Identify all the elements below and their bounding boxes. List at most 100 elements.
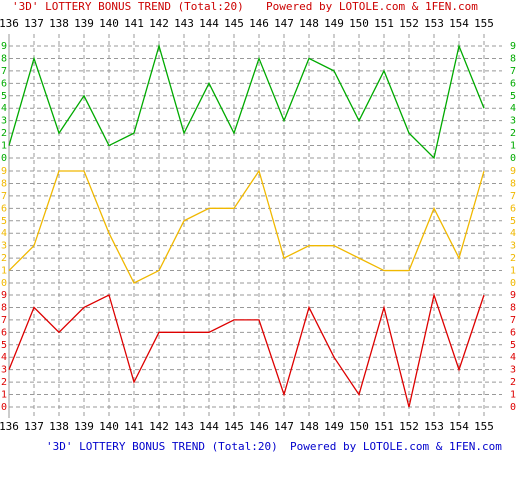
- y-tick-label: 5: [510, 216, 516, 227]
- y-tick-label: 5: [510, 340, 516, 351]
- x-tick-label: 136: [0, 17, 19, 30]
- y-tick-label: 3: [510, 365, 516, 376]
- y-tick-label: 5: [1, 340, 7, 351]
- y-tick-label: 1: [1, 390, 7, 401]
- x-tick-label: 139: [74, 420, 94, 433]
- y-tick-label: 1: [510, 141, 516, 152]
- y-tick-label: 2: [1, 128, 7, 139]
- y-tick-label: 9: [1, 290, 7, 301]
- x-tick-label: 153: [424, 17, 444, 30]
- y-tick-label: 5: [510, 91, 516, 102]
- y-tick-label: 6: [1, 203, 7, 214]
- y-tick-label: 9: [510, 41, 516, 52]
- x-tick-label: 150: [349, 420, 369, 433]
- trend-line: [8, 292, 485, 408]
- y-tick-label: 5: [1, 91, 7, 102]
- y-tick-label: 2: [510, 377, 516, 388]
- y-tick-label: 2: [1, 377, 7, 388]
- chart-subtitle: Powered by LOTOLE.com & 1FEN.com: [290, 440, 502, 453]
- y-tick-label: 2: [510, 128, 516, 139]
- y-tick-label: 7: [510, 191, 516, 202]
- x-tick-label: 152: [399, 420, 419, 433]
- x-tick-label: 153: [424, 420, 444, 433]
- x-tick-label: 140: [99, 420, 119, 433]
- y-tick-label: 4: [1, 352, 7, 363]
- x-tick-label: 144: [199, 17, 219, 30]
- x-tick-label: 151: [374, 17, 394, 30]
- y-tick-label: 9: [1, 41, 7, 52]
- x-tick-label: 138: [49, 420, 69, 433]
- x-tick-label: 150: [349, 17, 369, 30]
- x-tick-label: 155: [474, 420, 494, 433]
- y-tick-label: 7: [1, 191, 7, 202]
- x-tick-label: 154: [449, 420, 469, 433]
- x-tick-label: 140: [99, 17, 119, 30]
- y-tick-label: 8: [510, 302, 516, 313]
- x-tick-label: 142: [149, 420, 169, 433]
- y-tick-label: 0: [1, 402, 7, 413]
- x-tick-label: 144: [199, 420, 219, 433]
- x-tick-label: 139: [74, 17, 94, 30]
- x-tick-label: 146: [249, 17, 269, 30]
- x-tick-label: 145: [224, 17, 244, 30]
- y-tick-label: 3: [1, 241, 7, 252]
- y-tick-label: 4: [1, 228, 7, 239]
- y-tick-label: 0: [510, 278, 516, 289]
- y-tick-label: 9: [510, 290, 516, 301]
- x-tick-label: 151: [374, 420, 394, 433]
- x-tick-label: 147: [274, 420, 294, 433]
- y-tick-label: 3: [1, 365, 7, 376]
- y-tick-label: 7: [510, 315, 516, 326]
- y-tick-label: 1: [1, 266, 7, 277]
- y-tick-label: 0: [510, 402, 516, 413]
- y-tick-label: 9: [510, 166, 516, 177]
- x-tick-label: 138: [49, 17, 69, 30]
- y-tick-label: 6: [510, 203, 516, 214]
- x-tick-label: 148: [299, 420, 319, 433]
- y-tick-label: 7: [510, 66, 516, 77]
- x-tick-label: 142: [149, 17, 169, 30]
- trend-line: [8, 43, 485, 160]
- y-tick-label: 0: [510, 153, 516, 164]
- x-tick-label: 154: [449, 17, 469, 30]
- y-tick-label: 6: [510, 78, 516, 89]
- y-tick-label: 6: [1, 78, 7, 89]
- x-tick-label: 137: [24, 17, 44, 30]
- y-tick-label: 8: [1, 178, 7, 189]
- x-tick-label: 136: [0, 420, 19, 433]
- y-tick-label: 8: [510, 53, 516, 64]
- y-tick-label: 4: [510, 352, 516, 363]
- x-tick-label: 143: [174, 17, 194, 30]
- y-tick-label: 4: [510, 228, 516, 239]
- y-tick-label: 8: [1, 302, 7, 313]
- y-tick-label: 3: [510, 241, 516, 252]
- x-tick-label: 145: [224, 420, 244, 433]
- x-tick-label: 149: [324, 420, 344, 433]
- y-tick-label: 4: [510, 103, 516, 114]
- y-tick-label: 6: [1, 327, 7, 338]
- y-tick-label: 7: [1, 315, 7, 326]
- x-tick-label: 147: [274, 17, 294, 30]
- y-tick-label: 6: [510, 327, 516, 338]
- y-tick-label: 8: [510, 178, 516, 189]
- trend-line: [8, 169, 485, 284]
- x-tick-label: 143: [174, 420, 194, 433]
- x-tick-label: 155: [474, 17, 494, 30]
- y-tick-label: 1: [1, 141, 7, 152]
- y-tick-label: 2: [1, 253, 7, 264]
- y-tick-label: 2: [510, 253, 516, 264]
- x-tick-label: 141: [124, 17, 144, 30]
- x-tick-label: 137: [24, 420, 44, 433]
- y-tick-label: 4: [1, 103, 7, 114]
- x-tick-label: 148: [299, 17, 319, 30]
- y-tick-label: 1: [510, 390, 516, 401]
- x-tick-label: 152: [399, 17, 419, 30]
- y-tick-label: 3: [1, 116, 7, 127]
- y-tick-label: 7: [1, 66, 7, 77]
- y-tick-label: 3: [510, 116, 516, 127]
- chart-title: '3D' LOTTERY BONUS TREND (Total:20): [46, 440, 278, 453]
- y-tick-label: 9: [1, 166, 7, 177]
- x-tick-label: 141: [124, 420, 144, 433]
- chart-subtitle: Powered by LOTOLE.com & 1FEN.com: [266, 0, 478, 13]
